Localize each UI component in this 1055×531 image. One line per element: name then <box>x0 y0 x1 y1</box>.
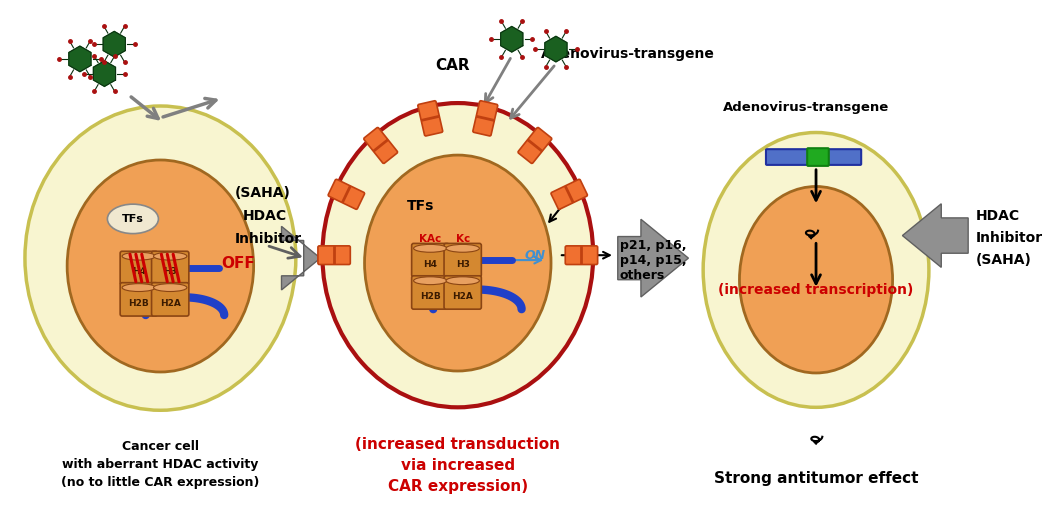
Text: H2A: H2A <box>159 299 180 308</box>
Text: Cancer cell
with aberrant HDAC activity
(no to little CAR expression): Cancer cell with aberrant HDAC activity … <box>61 440 260 489</box>
Text: Adenovirus-transgene: Adenovirus-transgene <box>541 47 715 61</box>
Ellipse shape <box>68 160 253 372</box>
FancyBboxPatch shape <box>318 246 350 264</box>
Text: Adenovirus-transgene: Adenovirus-transgene <box>723 101 889 115</box>
Polygon shape <box>282 226 321 290</box>
Ellipse shape <box>365 155 551 371</box>
FancyBboxPatch shape <box>444 243 481 277</box>
FancyBboxPatch shape <box>152 251 189 285</box>
Text: KAc: KAc <box>419 234 441 244</box>
FancyBboxPatch shape <box>364 127 398 164</box>
FancyBboxPatch shape <box>411 243 449 277</box>
Ellipse shape <box>740 186 893 373</box>
FancyBboxPatch shape <box>120 282 157 316</box>
Text: H2B: H2B <box>129 299 149 308</box>
Text: H3: H3 <box>164 268 177 276</box>
Ellipse shape <box>703 133 928 407</box>
FancyBboxPatch shape <box>411 276 449 309</box>
Text: (increased transcription): (increased transcription) <box>718 282 914 296</box>
Ellipse shape <box>446 277 479 285</box>
FancyBboxPatch shape <box>518 127 552 164</box>
Polygon shape <box>618 219 689 297</box>
Text: Strong antitumor effect: Strong antitumor effect <box>714 471 918 486</box>
Text: H2A: H2A <box>453 292 473 301</box>
Text: (SAHA): (SAHA) <box>976 253 1032 267</box>
Text: HDAC: HDAC <box>243 209 287 223</box>
FancyBboxPatch shape <box>152 282 189 316</box>
FancyBboxPatch shape <box>120 251 157 285</box>
Text: Kc: Kc <box>456 234 469 244</box>
FancyBboxPatch shape <box>551 179 588 209</box>
Text: Inhibitor: Inhibitor <box>976 230 1043 245</box>
Ellipse shape <box>122 284 155 292</box>
Polygon shape <box>103 31 126 57</box>
FancyBboxPatch shape <box>807 148 829 166</box>
Text: CAR: CAR <box>436 58 471 73</box>
Ellipse shape <box>414 244 447 252</box>
FancyBboxPatch shape <box>444 276 481 309</box>
Polygon shape <box>544 36 567 62</box>
Text: H4: H4 <box>423 260 438 269</box>
Text: H4: H4 <box>132 268 146 276</box>
Text: (increased transduction
via increased
CAR expression): (increased transduction via increased CA… <box>356 437 560 494</box>
Polygon shape <box>94 61 115 87</box>
Text: TFs: TFs <box>122 214 143 224</box>
Text: TFs: TFs <box>407 199 435 213</box>
Polygon shape <box>501 27 523 52</box>
Text: Inhibitor: Inhibitor <box>235 232 302 245</box>
Ellipse shape <box>154 252 187 260</box>
Text: ON: ON <box>524 249 545 262</box>
Ellipse shape <box>25 106 295 410</box>
Ellipse shape <box>323 103 593 407</box>
Ellipse shape <box>154 284 187 292</box>
Polygon shape <box>902 204 968 268</box>
Text: OFF: OFF <box>222 255 255 271</box>
Ellipse shape <box>108 204 158 234</box>
Text: (SAHA): (SAHA) <box>234 186 290 200</box>
Text: H2B: H2B <box>420 292 441 301</box>
Polygon shape <box>69 46 91 72</box>
Text: HDAC: HDAC <box>976 209 1020 223</box>
Ellipse shape <box>122 252 155 260</box>
FancyBboxPatch shape <box>328 179 365 209</box>
FancyBboxPatch shape <box>418 101 443 136</box>
FancyBboxPatch shape <box>473 101 498 136</box>
FancyBboxPatch shape <box>766 149 861 165</box>
FancyBboxPatch shape <box>565 246 597 264</box>
Text: H3: H3 <box>456 260 469 269</box>
Text: p21, p16,
p14, p15,
others: p21, p16, p14, p15, others <box>619 238 687 281</box>
Ellipse shape <box>446 244 479 252</box>
Ellipse shape <box>414 277 447 285</box>
